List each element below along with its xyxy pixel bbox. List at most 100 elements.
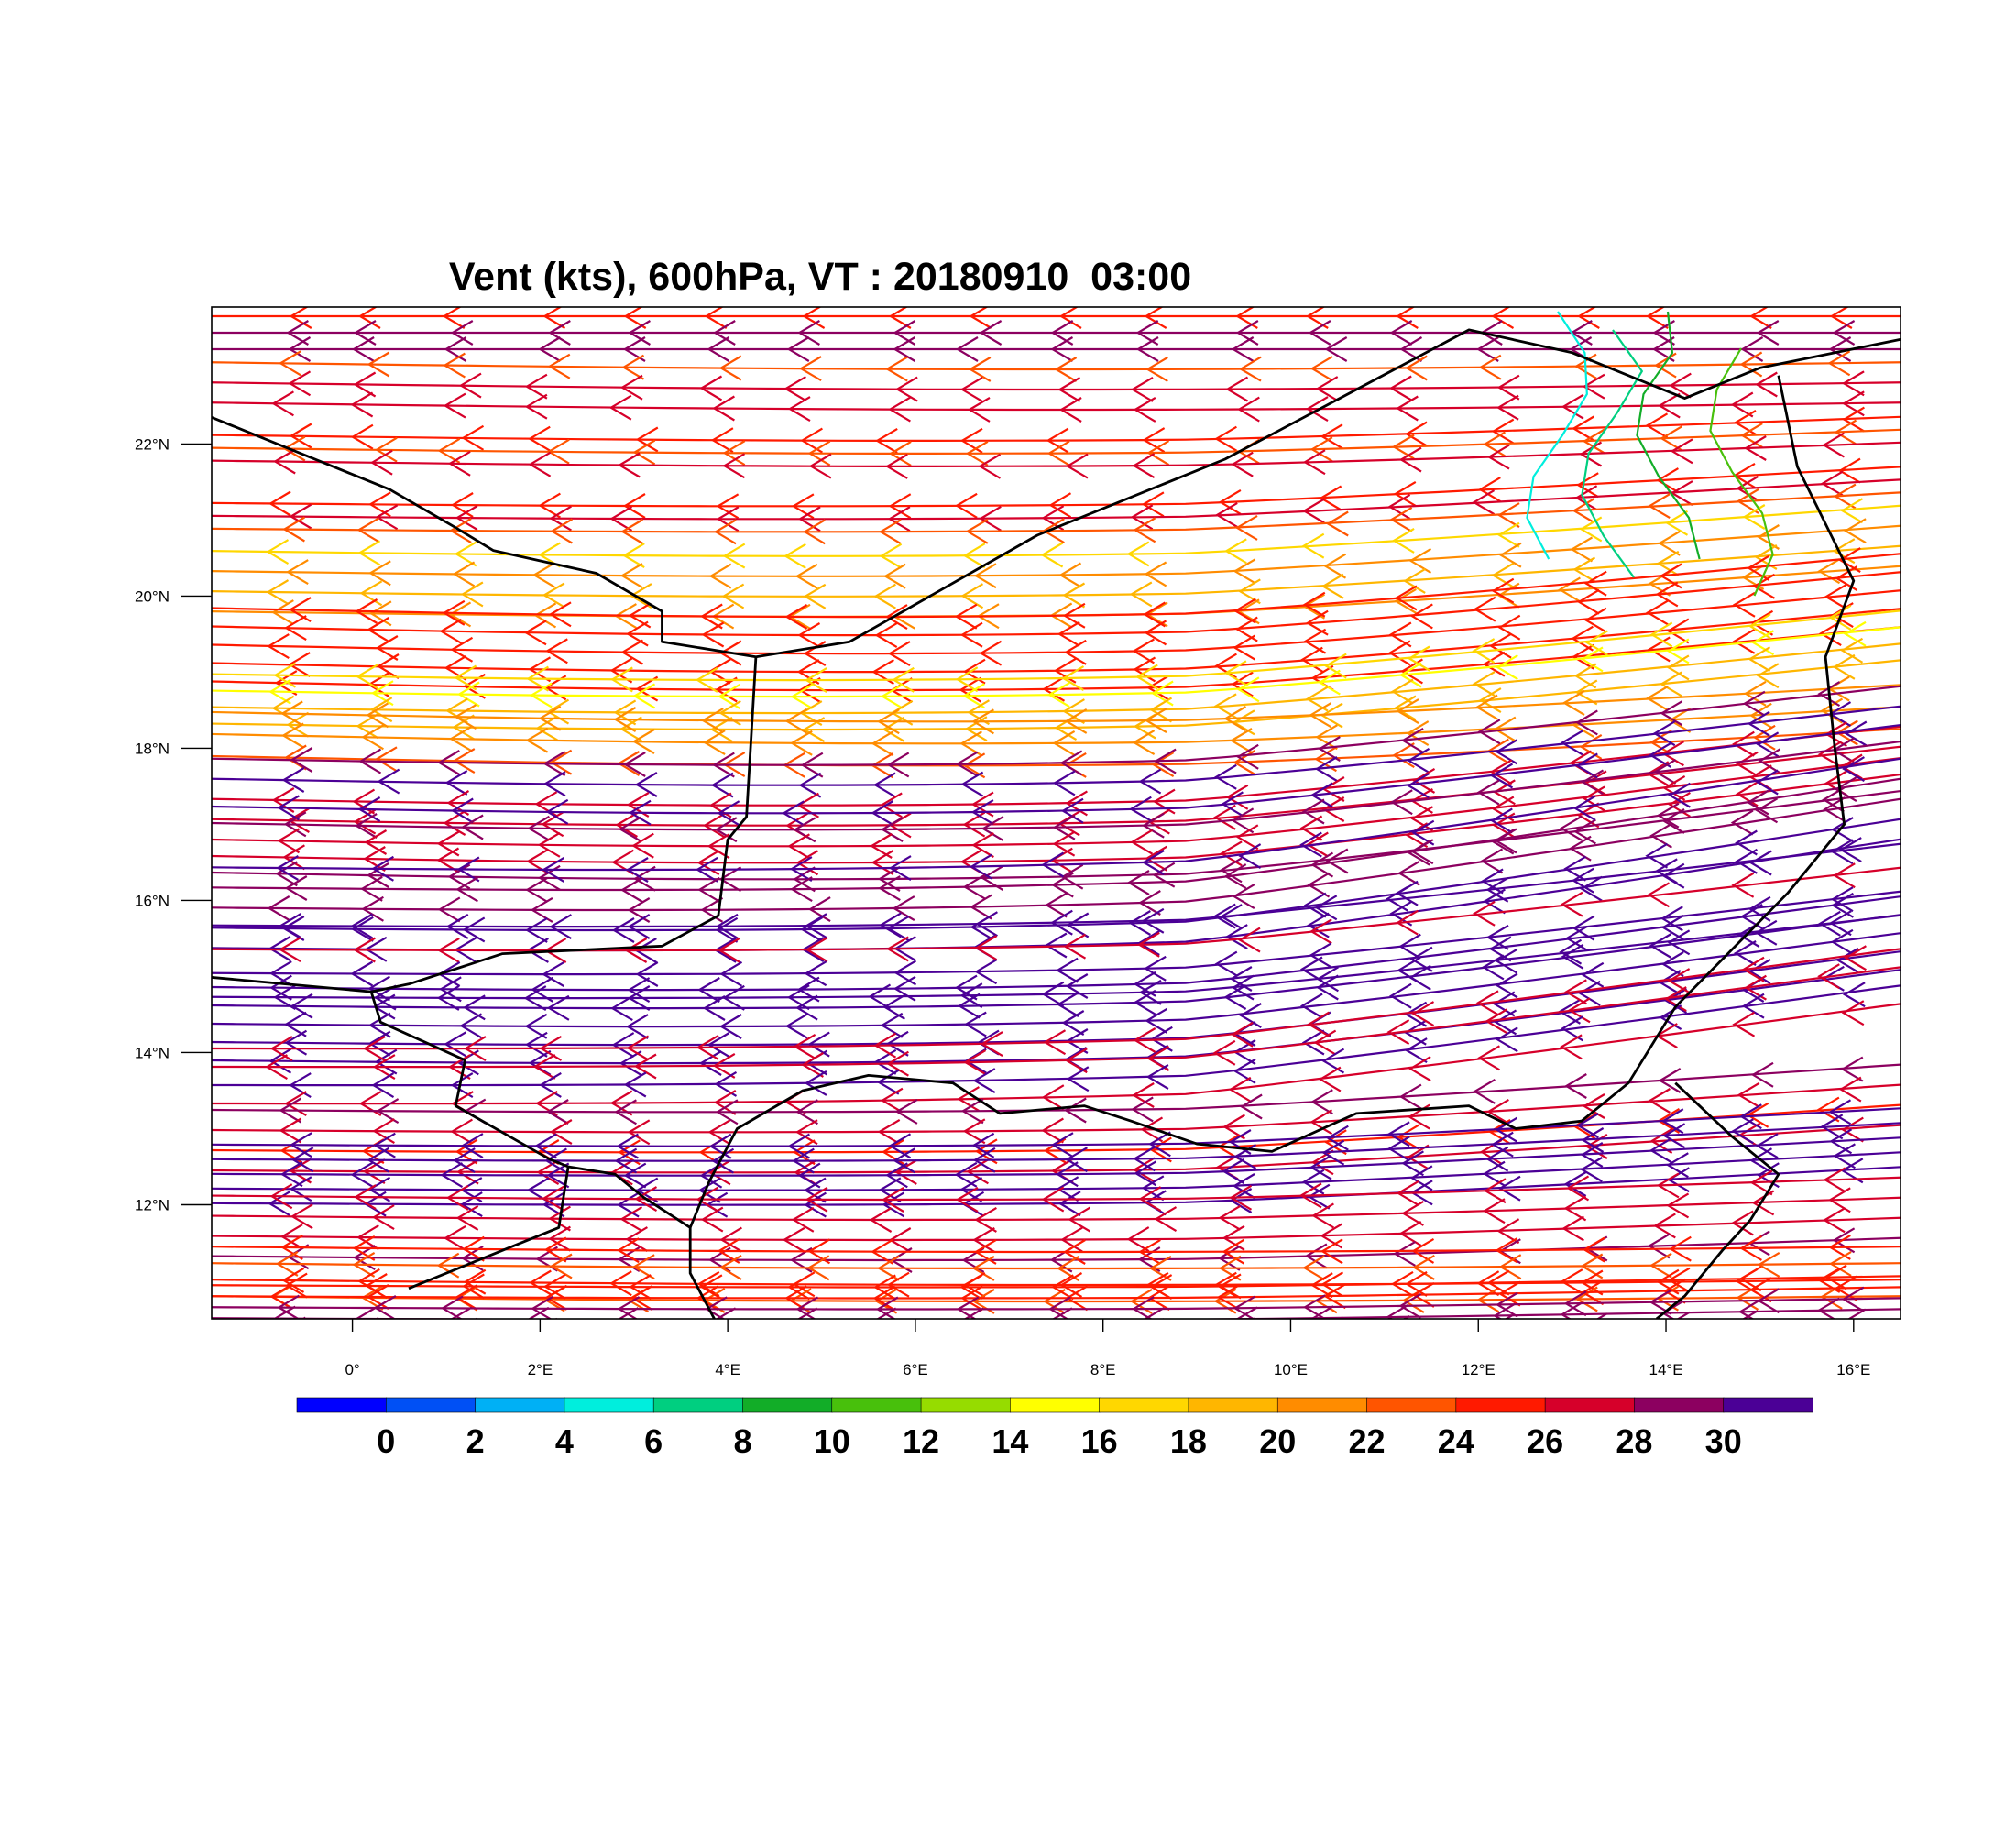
wind-chevron xyxy=(1058,397,1082,423)
wind-chevron xyxy=(801,1051,824,1078)
wind-chevron xyxy=(450,1306,473,1319)
wind-chevron xyxy=(1662,774,1686,801)
wind-chevron xyxy=(443,1224,466,1251)
y-tick-label: 12°N xyxy=(135,1196,170,1213)
wind-chevron xyxy=(1412,1254,1435,1280)
streamline xyxy=(212,1176,1901,1202)
streamline xyxy=(212,969,1901,1065)
wind-chevron xyxy=(1842,406,1865,433)
wind-chevron xyxy=(872,772,896,798)
streamline xyxy=(212,609,1901,682)
wind-chevron xyxy=(1060,1226,1083,1253)
wind-chevron xyxy=(1646,599,1669,626)
wind-chevron xyxy=(546,438,570,465)
wind-chevron xyxy=(275,861,298,887)
wind-chevron xyxy=(288,336,312,362)
wind-chevron xyxy=(1571,867,1594,894)
wind-chevron xyxy=(1218,1204,1242,1231)
wind-chevron xyxy=(1496,521,1520,548)
wind-chevron xyxy=(1846,1308,1867,1319)
wind-chevron xyxy=(632,439,656,466)
wind-chevron xyxy=(1404,1001,1428,1027)
wind-chevron xyxy=(1496,394,1519,421)
wind-chevron xyxy=(1756,731,1780,758)
wind-chevron xyxy=(790,730,813,756)
wind-chevron xyxy=(1495,948,1518,974)
colorbar-swatch xyxy=(1634,1397,1725,1413)
streamline xyxy=(212,381,1901,391)
wind-chevron xyxy=(1215,501,1238,528)
wind-chevron xyxy=(615,812,638,838)
wind-chevron xyxy=(454,541,477,567)
wind-chevron xyxy=(619,1206,643,1233)
wind-chevron xyxy=(280,1234,303,1260)
wind-chevron xyxy=(286,711,310,738)
wind-chevron xyxy=(548,1205,571,1232)
wind-chevron xyxy=(1396,1180,1419,1206)
streamline xyxy=(1581,329,1644,578)
wind-chevron xyxy=(1493,716,1517,742)
wind-chevron xyxy=(871,850,894,875)
wind-chevron xyxy=(266,539,290,565)
streamline xyxy=(212,1003,1901,1105)
streamline xyxy=(212,966,1901,1069)
wind-chevron xyxy=(1225,784,1249,810)
colorbar-label: 10 xyxy=(814,1422,850,1460)
streamline xyxy=(212,1295,1901,1303)
wind-chevron xyxy=(712,1052,736,1079)
wind-chevron xyxy=(448,518,472,543)
wind-chevron xyxy=(627,1119,651,1146)
wind-chevron xyxy=(1396,307,1419,329)
wind-chevron xyxy=(962,752,986,779)
wind-chevron xyxy=(1391,434,1415,460)
wind-chevron xyxy=(1571,625,1594,652)
wind-chevron xyxy=(1480,848,1504,874)
x-tick-label: 0° xyxy=(345,1361,359,1378)
wind-chevron xyxy=(634,1186,658,1213)
wind-chevron xyxy=(368,560,391,587)
wind-chevron xyxy=(545,798,569,825)
wind-chevron xyxy=(1491,1131,1514,1158)
wind-chevron xyxy=(1495,1237,1518,1264)
wind-chevron xyxy=(962,543,986,569)
wind-chevron xyxy=(1041,1084,1065,1111)
wind-chevron xyxy=(1578,980,1601,1006)
wind-chevron xyxy=(707,336,730,362)
wind-chevron xyxy=(460,1191,483,1218)
streamline xyxy=(212,466,1901,508)
wind-chevron xyxy=(1154,1206,1178,1233)
wind-chevron xyxy=(1401,1200,1424,1226)
wind-chevron xyxy=(970,853,992,880)
wind-chevron xyxy=(290,1147,314,1173)
streamline xyxy=(212,428,1901,455)
wind-chevron xyxy=(954,603,978,630)
wind-chevron xyxy=(1645,412,1669,439)
colorbar-swatch xyxy=(385,1397,477,1413)
wind-chevron xyxy=(279,913,301,939)
streamline xyxy=(212,1083,1901,1134)
wind-chevron xyxy=(880,1087,904,1114)
colorbar-label: 20 xyxy=(1259,1422,1296,1460)
wind-chevron xyxy=(695,856,718,883)
wind-chevron xyxy=(1237,396,1260,423)
wind-chevron xyxy=(1758,748,1781,774)
wind-chevron xyxy=(1731,1210,1754,1236)
streamline xyxy=(212,1196,1901,1222)
wind-chevron xyxy=(1752,724,1776,751)
wind-chevron xyxy=(1568,835,1592,862)
colorbar-label: 30 xyxy=(1705,1422,1742,1460)
wind-chevron xyxy=(350,913,373,939)
wind-chevron xyxy=(542,1191,565,1218)
wind-chevron xyxy=(1656,802,1680,829)
wind-chevron xyxy=(1739,351,1763,378)
wind-chevron xyxy=(1387,1136,1410,1162)
wind-chevron xyxy=(968,356,992,382)
wind-chevron xyxy=(955,751,979,777)
wind-chevron xyxy=(1128,910,1151,936)
wind-chevron xyxy=(1143,601,1166,628)
wind-chevron xyxy=(1477,719,1501,745)
wind-chevron xyxy=(1323,553,1347,579)
wind-chevron xyxy=(443,392,466,419)
wind-chevron xyxy=(1756,320,1780,346)
wind-chevron xyxy=(794,563,818,589)
